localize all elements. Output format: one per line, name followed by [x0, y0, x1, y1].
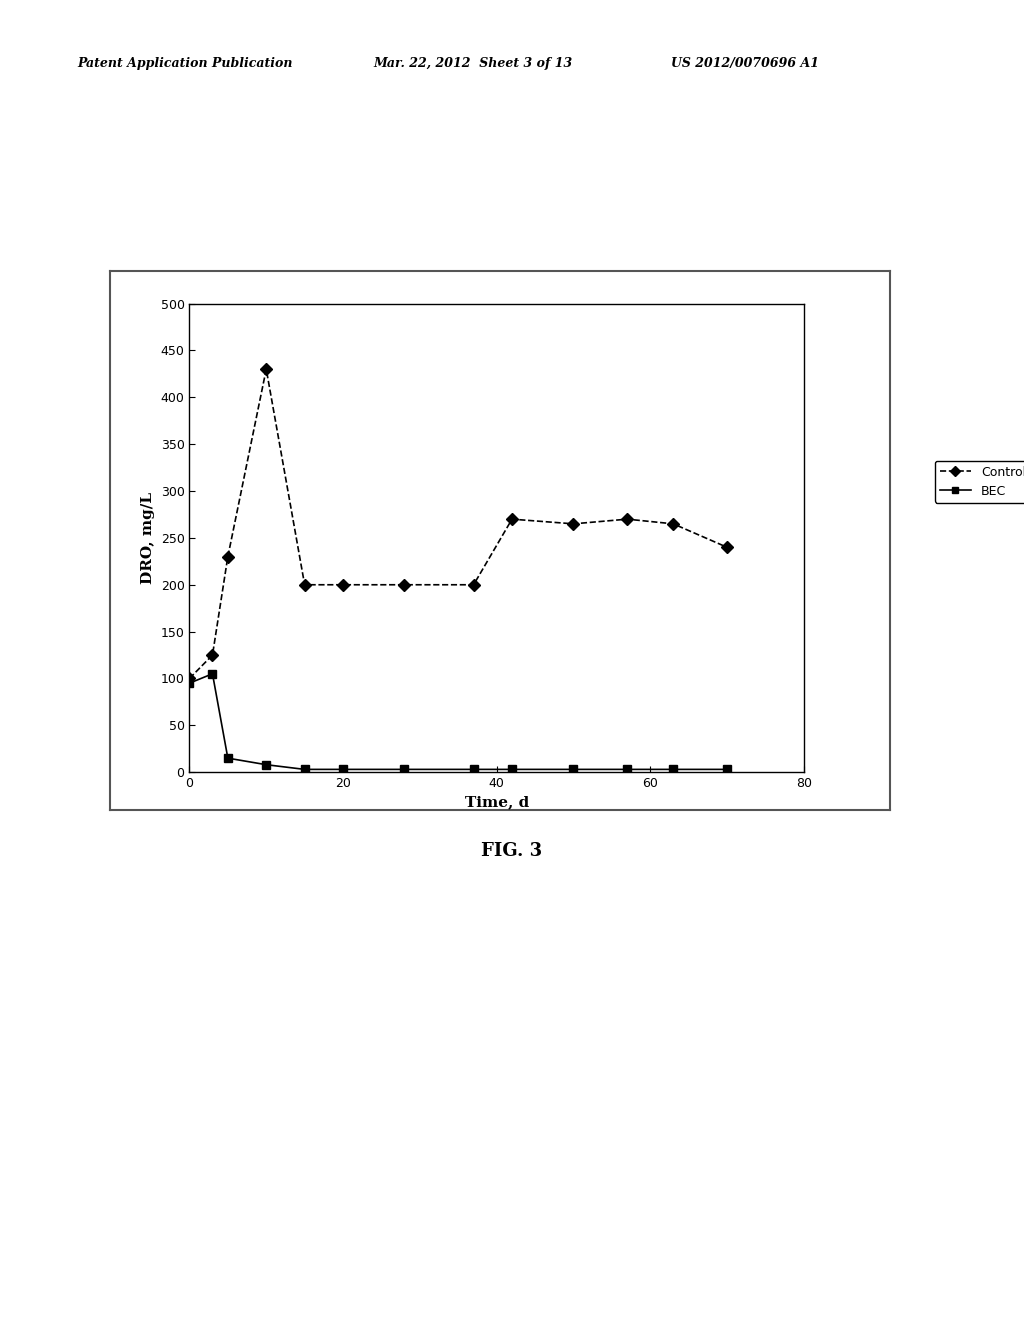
BEC — [506, 762, 518, 777]
Control — [221, 549, 233, 565]
BEC — [567, 762, 580, 777]
Text: US 2012/0070696 A1: US 2012/0070696 A1 — [671, 57, 819, 70]
BEC — [621, 762, 633, 777]
BEC — [398, 762, 411, 777]
Control — [337, 577, 349, 593]
Line: BEC: BEC — [185, 669, 731, 774]
Text: Patent Application Publication: Patent Application Publication — [77, 57, 292, 70]
X-axis label: Time, d: Time, d — [465, 796, 528, 809]
Control — [467, 577, 479, 593]
Control — [668, 516, 680, 532]
BEC — [183, 676, 196, 692]
Legend: Control, BEC: Control, BEC — [935, 461, 1024, 503]
BEC — [221, 750, 233, 766]
BEC — [337, 762, 349, 777]
Text: Mar. 22, 2012  Sheet 3 of 13: Mar. 22, 2012 Sheet 3 of 13 — [374, 57, 573, 70]
Control — [183, 671, 196, 686]
BEC — [467, 762, 479, 777]
BEC — [299, 762, 311, 777]
BEC — [721, 762, 733, 777]
Control — [398, 577, 411, 593]
Control — [299, 577, 311, 593]
BEC — [668, 762, 680, 777]
Control — [621, 511, 633, 527]
Control — [260, 362, 272, 378]
Control — [206, 647, 219, 663]
Y-axis label: DRO, mg/L: DRO, mg/L — [141, 492, 155, 583]
Text: FIG. 3: FIG. 3 — [481, 842, 543, 861]
BEC — [206, 665, 219, 681]
BEC — [260, 756, 272, 772]
Control — [721, 540, 733, 556]
Control — [506, 511, 518, 527]
Line: Control: Control — [185, 366, 731, 682]
Control — [567, 516, 580, 532]
